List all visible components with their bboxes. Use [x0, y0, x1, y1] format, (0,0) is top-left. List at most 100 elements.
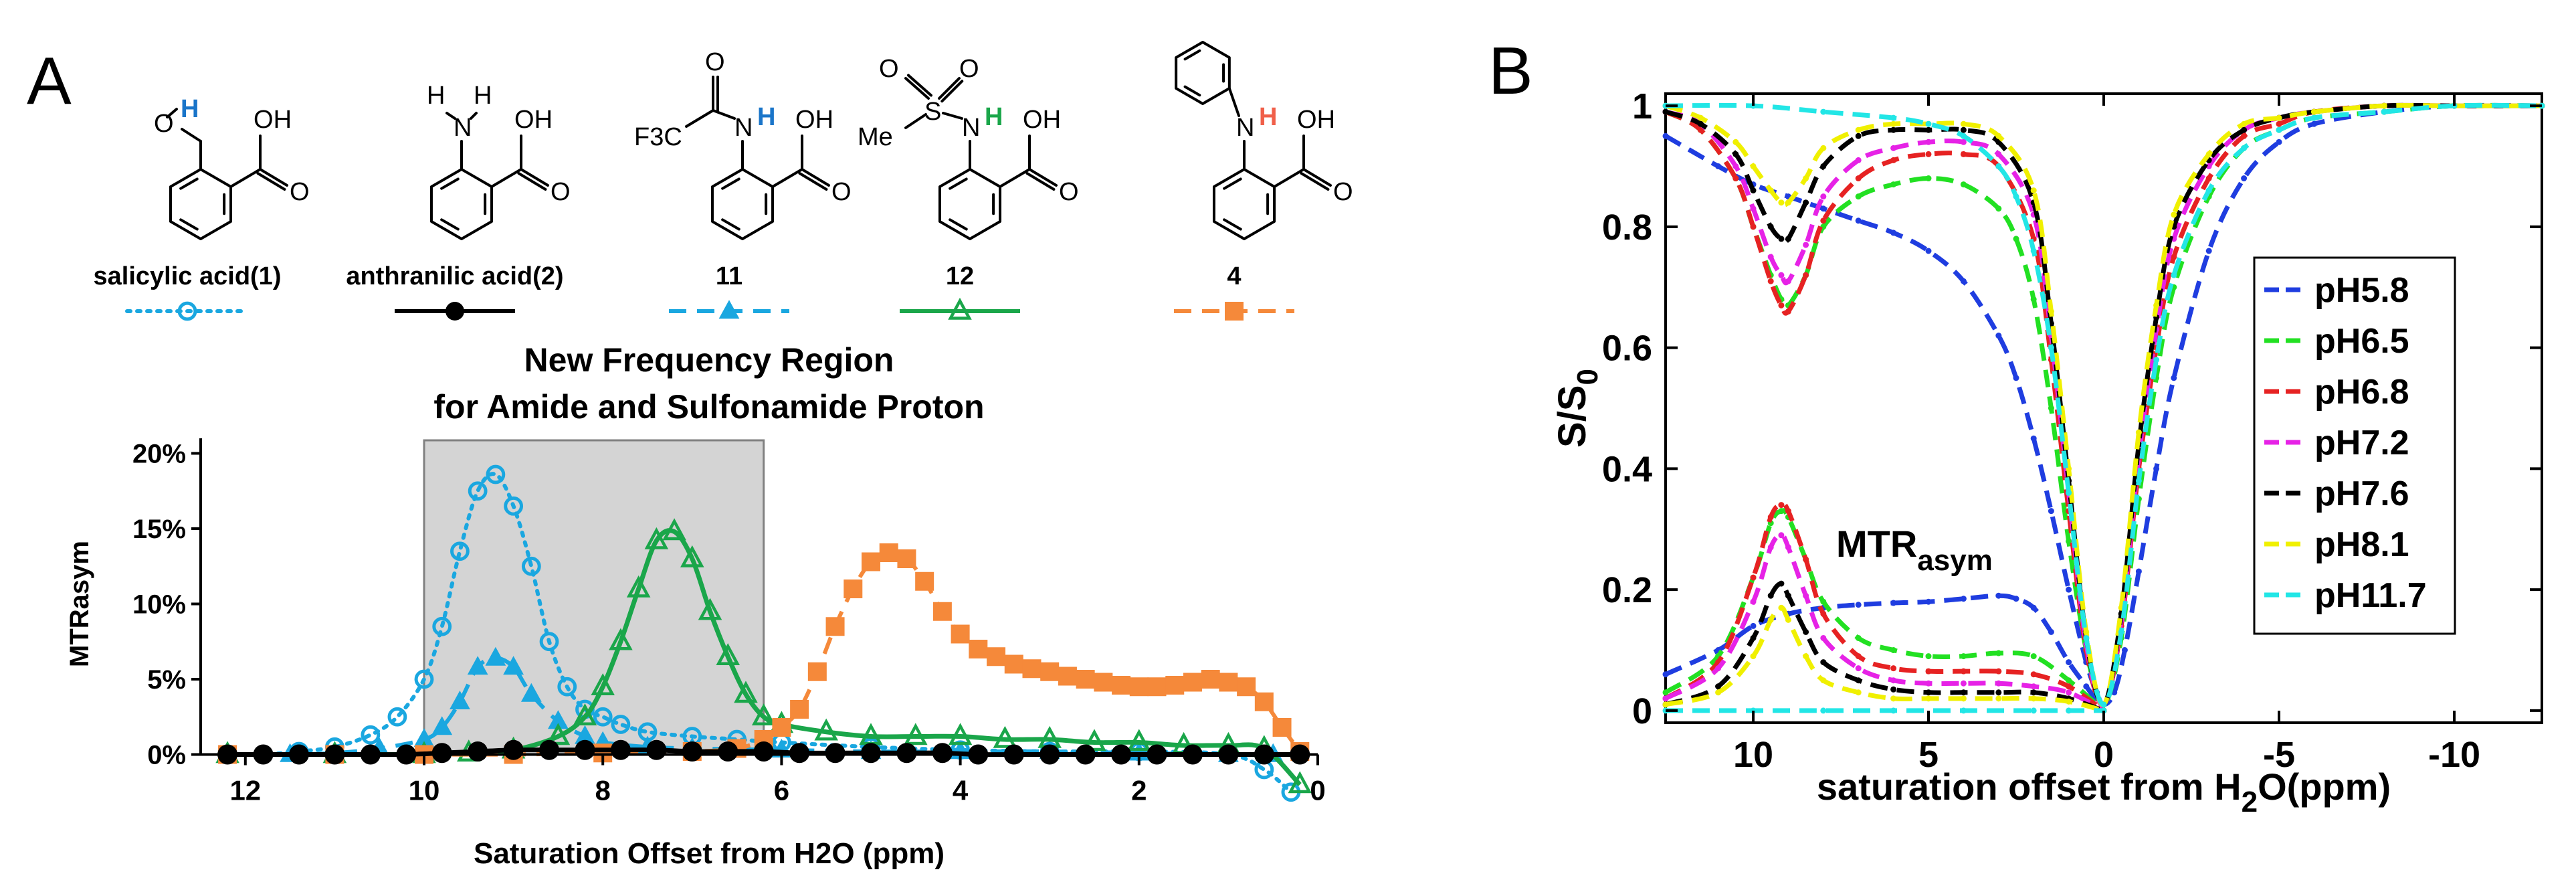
data-point: [1925, 248, 1932, 254]
chart-a-y-tick-label: 20%: [132, 440, 186, 469]
compound-label-11: 11: [716, 262, 742, 290]
data-point: [1767, 254, 1774, 260]
svg-text:O: O: [705, 48, 725, 76]
chart-b: 0 0.2 0.4 0.6 0.8 1 10 5 0 -5 -10 MTRasym pH5.8 pH6…: [1551, 86, 2545, 818]
chart-b-series: [1662, 102, 2545, 714]
data-point: [1995, 163, 2002, 169]
data-point-c12: [814, 718, 838, 741]
data-point: [1890, 600, 1897, 606]
panel-a-letter: A: [27, 43, 72, 118]
data-point: [1662, 701, 1669, 708]
data-point: [2048, 628, 2054, 635]
data-point-c12: [716, 643, 740, 665]
data-point: [2153, 465, 2160, 472]
data-point: [2030, 248, 2037, 254]
data-point: [1960, 596, 1967, 602]
svg-text:S: S: [924, 98, 941, 126]
data-point: [2205, 175, 2212, 182]
legend-label-pH8.1: pH8.1: [2314, 525, 2409, 564]
data-point-c2: [718, 741, 738, 762]
data-point: [1995, 132, 2002, 139]
data-point-c2: [575, 739, 595, 760]
data-point: [1750, 653, 1757, 660]
chart-b-legend: pH5.8 pH6.5 pH6.8 pH7.2 pH7.6 pH8.1 pH11.7: [2253, 256, 2456, 635]
data-point: [1750, 707, 1757, 714]
data-point-c12: [680, 545, 704, 567]
data-point: [2205, 151, 2212, 157]
data-point-c1: [611, 715, 631, 734]
data-point-c12: [546, 723, 571, 745]
data-point: [2030, 435, 2037, 442]
data-point: [2030, 707, 2037, 714]
data-point: [1890, 695, 1897, 702]
data-point: [1662, 689, 1669, 696]
svg-text:N: N: [734, 114, 753, 142]
data-point: [1855, 689, 1862, 696]
data-point: [1855, 157, 1862, 163]
svg-text:H: H: [757, 103, 775, 131]
chart-a-x-tick-label: 8: [595, 775, 611, 806]
data-point: [1767, 616, 1774, 623]
data-point: [2381, 108, 2387, 115]
data-point: [2381, 102, 2387, 109]
data-point: [1960, 181, 1967, 188]
data-point-c4: [1219, 673, 1238, 692]
data-point: [1820, 163, 1827, 169]
data-point-c11: [450, 690, 470, 709]
legend-label-pH6.8: pH6.8: [2314, 373, 2409, 412]
data-point: [2066, 659, 2072, 666]
data-point-c4: [1112, 676, 1131, 695]
data-point: [1803, 272, 1809, 278]
data-point: [1750, 224, 1757, 230]
data-point: [1925, 689, 1932, 696]
data-point: [1855, 665, 1862, 672]
data-point-c4: [951, 624, 970, 644]
data-point-c11: [485, 646, 506, 666]
data-point: [1855, 132, 1862, 139]
chart-b-y-tick-label: 0: [1632, 691, 1652, 731]
data-point-c2: [753, 741, 774, 762]
data-point: [1767, 224, 1774, 230]
data-point-c2: [468, 741, 488, 762]
data-point: [1960, 278, 1967, 284]
chart-b-x-tick-label: 10: [1733, 735, 1773, 775]
data-point: [1785, 278, 1791, 284]
chart-b-y-tick-label: 1: [1632, 86, 1652, 126]
data-point: [1732, 151, 1739, 157]
svg-text:N: N: [454, 114, 472, 142]
data-point: [1960, 680, 1967, 687]
structure-anthranilic-acid: OH O NH H: [427, 82, 571, 240]
data-point: [1890, 114, 1897, 121]
data-point-c1: [414, 669, 434, 689]
svg-text:N: N: [1236, 114, 1254, 142]
chart-a-x-tick-label: 0: [1310, 775, 1325, 806]
data-point: [2048, 345, 2054, 351]
data-point: [1890, 647, 1897, 654]
data-point: [1750, 187, 1757, 194]
data-point: [1785, 508, 1791, 515]
data-point-c11: [431, 716, 453, 735]
z-spectrum-pH5.8: [1664, 102, 2543, 707]
data-point: [2066, 689, 2072, 696]
data-point: [1697, 126, 1704, 133]
data-point: [1925, 151, 1932, 157]
data-point: [2205, 187, 2212, 194]
data-point: [2310, 108, 2317, 115]
data-point-c4: [825, 617, 845, 636]
data-point-c12: [751, 703, 776, 725]
data-point: [2135, 429, 2142, 436]
data-point: [1750, 622, 1757, 629]
data-point-c4: [1165, 676, 1185, 695]
mtr-annotation: MTRasym: [1836, 523, 1993, 577]
data-point-c4: [897, 549, 916, 568]
data-point: [1750, 574, 1757, 581]
data-point: [2083, 683, 2090, 690]
chart-b-y-tick-label: 0.8: [1602, 207, 1652, 248]
data-point: [1778, 502, 1785, 509]
data-point: [1995, 680, 2002, 687]
data-point-c12: [993, 725, 1017, 748]
data-point: [1732, 163, 1739, 169]
chart-b-y-tick-label: 0.4: [1602, 449, 1652, 489]
